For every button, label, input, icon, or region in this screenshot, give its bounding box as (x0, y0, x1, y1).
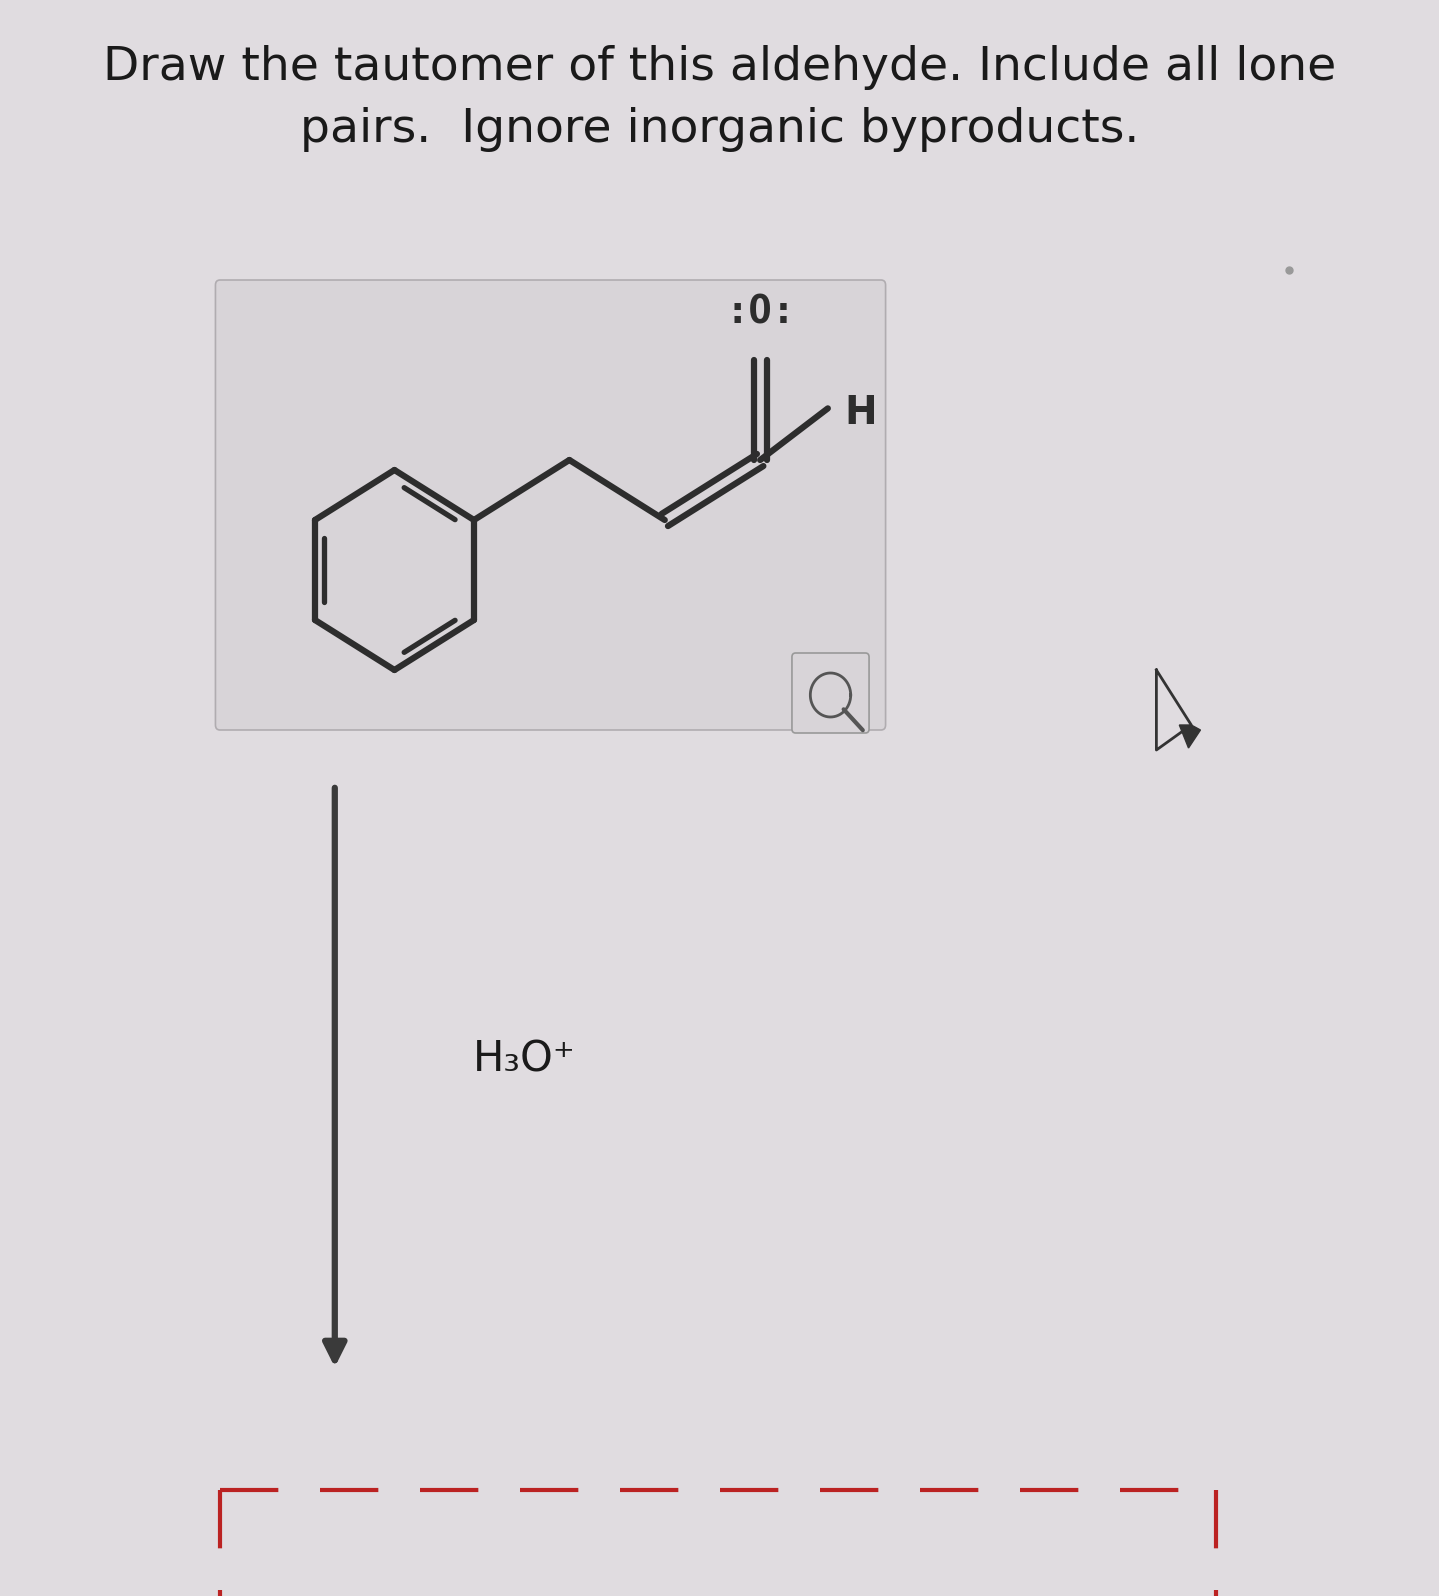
FancyBboxPatch shape (216, 279, 885, 729)
FancyBboxPatch shape (791, 653, 869, 733)
Text: pairs.  Ignore inorganic byproducts.: pairs. Ignore inorganic byproducts. (299, 107, 1140, 153)
Text: H₃O⁺: H₃O⁺ (472, 1039, 576, 1080)
Text: H: H (845, 394, 876, 433)
Text: :O:: :O: (725, 294, 796, 332)
Polygon shape (1157, 670, 1191, 750)
Text: Draw the tautomer of this aldehyde. Include all lone: Draw the tautomer of this aldehyde. Incl… (102, 46, 1335, 91)
Polygon shape (1180, 725, 1200, 749)
